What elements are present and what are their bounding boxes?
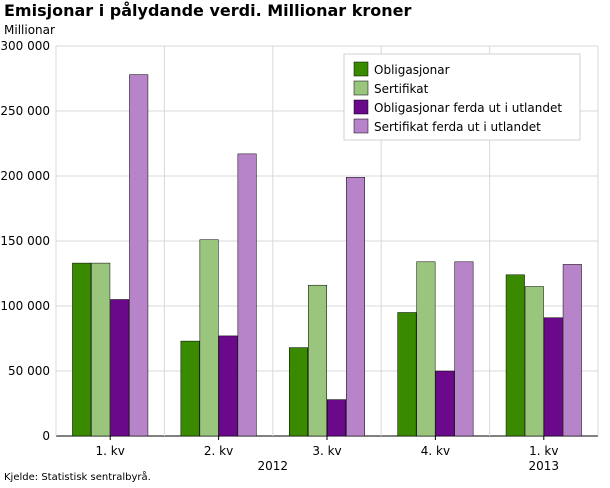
legend-label: Sertifikat xyxy=(374,82,429,96)
bar-3-1 xyxy=(110,299,130,437)
bar-1-3 xyxy=(289,347,308,437)
bar-1-2 xyxy=(180,340,200,437)
legend-box xyxy=(343,53,581,141)
x-year-label: 2012 xyxy=(258,459,289,470)
bar-4-1 xyxy=(129,74,149,437)
bar-4-5 xyxy=(562,264,582,437)
bar-2-3 xyxy=(308,284,327,437)
bar-3-3 xyxy=(327,399,346,437)
legend-label: Obligasjonar ferda ut i utlandet xyxy=(374,101,562,115)
bar-chart: 0 50 000 100 000 150 000 200 000 250 000 300 0… xyxy=(0,39,599,470)
bar-3-2 xyxy=(218,335,238,437)
y-tick-label: 150 000 xyxy=(0,234,50,248)
y-axis-label: Millionar xyxy=(4,23,55,37)
y-tick-label: 300 000 xyxy=(0,39,50,53)
x-tick-label: 1. kv xyxy=(96,444,125,458)
y-tick-label: 50 000 xyxy=(8,364,50,378)
x-tick-label: 2. kv xyxy=(204,444,233,458)
x-tick-label: 1. kv xyxy=(529,444,558,458)
x-tick-labels: 1. kv 2. kv 3. kv 4. kv 1. kv 2012 2013 xyxy=(96,436,560,470)
bar-2-2 xyxy=(199,239,219,437)
bar-2-1 xyxy=(91,262,111,437)
legend-swatch xyxy=(353,61,369,77)
bar-2-5 xyxy=(524,286,544,437)
source-note: Kjelde: Statistisk sentralbyrå. xyxy=(4,472,151,483)
bar-1-4 xyxy=(397,312,417,437)
y-tick-label: 0 xyxy=(42,429,50,443)
y-tick-label: 100 000 xyxy=(0,299,50,313)
y-tick-label: 200 000 xyxy=(0,169,50,183)
bar-2-4 xyxy=(416,261,436,437)
y-tick-label: 250 000 xyxy=(0,104,50,118)
bar-3-4 xyxy=(435,370,455,437)
legend-swatch xyxy=(353,99,369,115)
bars xyxy=(72,74,582,437)
bar-4-3 xyxy=(346,177,365,437)
legend-swatch xyxy=(353,80,369,96)
y-tick-labels: 0 50 000 100 000 150 000 200 000 250 000 300 0… xyxy=(0,39,50,443)
x-year-label: 2013 xyxy=(529,459,560,470)
legend-label: Obligasjonar xyxy=(374,63,450,77)
bar-4-2 xyxy=(237,153,257,437)
bar-1-1 xyxy=(72,262,92,437)
bar-4-4 xyxy=(454,261,474,437)
legend-label: Sertifikat ferda ut i utlandet xyxy=(374,120,541,134)
legend: Obligasjonar Sertifikat Obligasjonar ferda… xyxy=(343,53,581,141)
legend-swatch xyxy=(353,118,369,134)
chart-title: Emisjonar i pålydande verdi. Millionar k… xyxy=(4,1,412,20)
bar-1-5 xyxy=(505,274,525,437)
x-tick-label: 4. kv xyxy=(421,444,450,458)
bar-3-5 xyxy=(543,317,563,437)
x-tick-label: 3. kv xyxy=(312,444,341,458)
